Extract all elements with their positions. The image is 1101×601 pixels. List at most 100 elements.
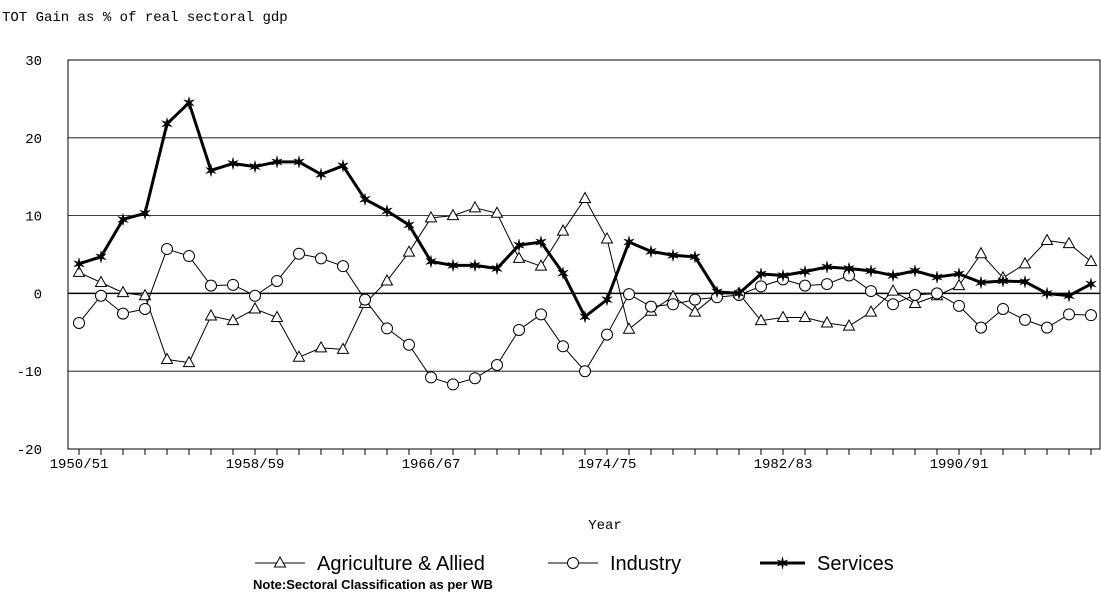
marker-star <box>777 269 789 282</box>
marker-star <box>359 193 371 206</box>
y-tick-label: 20 <box>25 132 42 148</box>
marker-triangle <box>402 245 416 257</box>
marker-star <box>689 250 701 263</box>
marker-triangle <box>273 555 287 568</box>
marker-star <box>755 267 767 281</box>
legend-label: Industry <box>610 553 681 575</box>
marker-triangle <box>248 301 262 314</box>
marker-circle <box>667 298 679 311</box>
marker-triangle <box>1018 256 1032 269</box>
marker-triangle <box>600 231 614 244</box>
marker-star <box>1041 287 1053 300</box>
marker-star <box>799 265 811 278</box>
marker-star <box>711 285 723 298</box>
marker-triangle <box>72 265 86 277</box>
marker-star <box>777 556 788 570</box>
marker-circle <box>799 279 811 292</box>
marker-star <box>293 155 305 168</box>
marker-star <box>931 271 943 284</box>
marker-circle <box>117 307 129 320</box>
y-tick-label: 10 <box>25 210 42 226</box>
marker-triangle <box>380 273 394 286</box>
marker-star <box>403 218 415 231</box>
marker-star <box>975 276 987 289</box>
marker-triangle <box>292 350 306 362</box>
marker-circle <box>447 378 459 391</box>
marker-triangle <box>226 313 240 326</box>
marker-circle <box>909 288 921 301</box>
marker-circle <box>337 260 349 273</box>
marker-circle <box>161 243 173 256</box>
marker-circle <box>535 308 547 321</box>
marker-star <box>139 207 151 220</box>
marker-circle <box>425 371 437 384</box>
marker-star <box>183 96 195 109</box>
x-tick-label: 1966/67 <box>402 457 461 473</box>
marker-triangle <box>424 210 438 223</box>
marker-triangle <box>886 284 900 296</box>
x-tick-label: 1982/83 <box>754 457 813 473</box>
marker-star <box>117 213 129 226</box>
marker-circle <box>95 289 107 302</box>
marker-circle <box>183 250 195 263</box>
marker-star <box>337 159 349 172</box>
marker-star <box>73 257 85 270</box>
marker-circle <box>1063 308 1075 321</box>
y-tick-label: -20 <box>17 443 42 459</box>
marker-circle <box>931 287 943 300</box>
marker-circle <box>227 278 239 291</box>
marker-circle <box>645 300 657 313</box>
x-tick-label: 1974/75 <box>578 457 637 473</box>
marker-circle <box>381 322 393 335</box>
marker-triangle <box>556 224 570 236</box>
marker-circle <box>205 279 217 292</box>
marker-circle <box>73 316 85 329</box>
marker-star <box>623 235 635 249</box>
marker-triangle <box>798 310 812 323</box>
marker-star <box>1085 278 1097 291</box>
x-tick-label: 1990/91 <box>930 457 989 473</box>
marker-star <box>469 259 481 272</box>
marker-circle <box>403 338 415 351</box>
marker-triangle <box>94 275 108 288</box>
marker-triangle <box>754 313 768 326</box>
marker-star <box>535 235 547 249</box>
marker-star <box>601 293 613 306</box>
marker-star <box>491 262 503 275</box>
marker-circle <box>271 274 283 287</box>
marker-triangle <box>622 322 636 334</box>
marker-star <box>843 262 855 275</box>
marker-star <box>513 239 525 252</box>
marker-star <box>579 310 591 323</box>
marker-triangle <box>446 208 460 221</box>
marker-star <box>667 249 679 262</box>
marker-triangle <box>864 305 878 317</box>
marker-circle <box>689 293 701 306</box>
marker-circle <box>755 280 767 293</box>
marker-star <box>953 267 965 281</box>
marker-circle <box>579 365 591 378</box>
marker-circle <box>293 247 305 260</box>
marker-star <box>865 264 877 277</box>
marker-star <box>447 259 459 272</box>
marker-triangle <box>182 355 196 368</box>
marker-triangle <box>534 259 548 271</box>
marker-triangle <box>1062 236 1076 249</box>
y-tick-label: 30 <box>25 54 42 70</box>
y-tick-label: 0 <box>34 287 42 303</box>
marker-circle <box>975 321 987 334</box>
marker-star <box>381 204 393 217</box>
marker-triangle <box>160 352 174 365</box>
marker-triangle <box>776 310 790 323</box>
marker-triangle <box>688 305 702 317</box>
marker-triangle <box>204 308 218 321</box>
marker-star <box>887 269 899 282</box>
marker-circle <box>821 278 833 291</box>
marker-circle <box>491 358 503 371</box>
marker-triangle <box>842 319 856 331</box>
marker-triangle <box>952 278 966 291</box>
marker-triangle <box>138 288 152 301</box>
marker-circle <box>953 299 965 312</box>
marker-triangle <box>468 200 482 213</box>
